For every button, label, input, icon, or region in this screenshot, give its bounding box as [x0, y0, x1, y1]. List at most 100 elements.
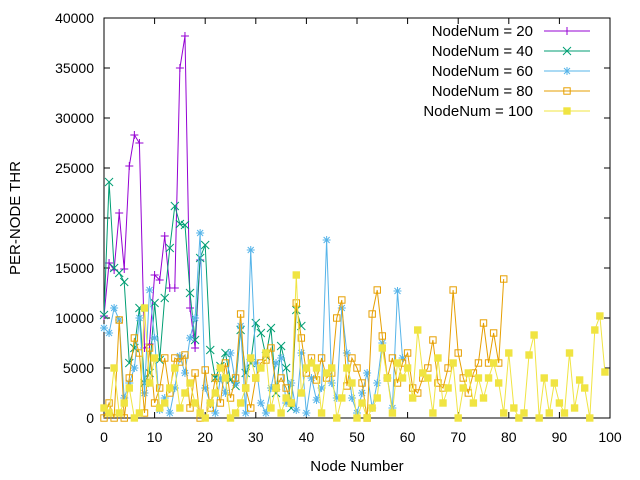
y-tick-label: 15000 [55, 260, 94, 276]
data-point [317, 409, 326, 417]
data-point [150, 271, 159, 279]
data-point [226, 414, 235, 422]
data-point [393, 379, 402, 387]
data-point [281, 363, 291, 373]
legend-label: NodeNum = 40 [432, 43, 533, 60]
data-point [550, 379, 559, 387]
data-point [186, 404, 194, 412]
data-point [479, 319, 488, 327]
data-point [535, 414, 543, 422]
data-point [403, 364, 412, 372]
data-point [378, 332, 387, 340]
data-point [383, 374, 392, 382]
legend-label: NodeNum = 80 [432, 83, 533, 100]
data-point [115, 316, 123, 324]
data-point [125, 162, 134, 170]
data-point [414, 326, 422, 334]
legend-item: NodeNum = 80 [432, 83, 590, 100]
legend-label: NodeNum = 60 [432, 63, 533, 80]
data-point [338, 394, 346, 402]
data-point [459, 384, 467, 392]
data-point [115, 209, 124, 217]
legend-label: NodeNum = 20 [432, 23, 533, 40]
data-point [581, 384, 589, 392]
legend: NodeNum = 20 NodeNum = 40 NodeNum = 60 Node… [423, 23, 590, 120]
data-point [135, 314, 144, 322]
data-point [322, 369, 331, 377]
y-tick-label: 5000 [63, 360, 94, 376]
legend-item: NodeNum = 100 [423, 103, 590, 120]
y-tick-label: 35000 [55, 60, 94, 76]
x-tick-label: 0 [100, 429, 108, 445]
data-point [292, 271, 300, 279]
data-point [150, 399, 159, 407]
data-point [277, 409, 285, 417]
data-point [424, 364, 432, 372]
data-point [105, 409, 113, 417]
data-point [363, 414, 371, 422]
legend-label: NodeNum = 100 [423, 103, 533, 120]
data-point [591, 326, 599, 334]
data-point [312, 396, 321, 404]
data-point [282, 394, 290, 402]
data-point [161, 354, 169, 362]
data-point [276, 341, 286, 351]
data-point [563, 107, 571, 115]
data-point [145, 344, 154, 352]
data-point [368, 310, 376, 318]
y-tick-label: 0 [86, 410, 94, 426]
data-point [343, 364, 351, 372]
data-point [563, 87, 571, 95]
x-tick-label: 60 [400, 429, 416, 445]
data-point [348, 379, 356, 387]
data-point [185, 288, 195, 298]
data-point [145, 286, 154, 294]
data-point [338, 296, 346, 304]
x-tick-label: 40 [299, 429, 315, 445]
y-axis-title: PER-NODE THR [7, 161, 24, 275]
data-point [282, 384, 290, 392]
data-point [135, 139, 144, 147]
data-point [317, 354, 326, 362]
x-tick-label: 20 [197, 429, 213, 445]
data-point [388, 409, 397, 417]
data-point [161, 399, 169, 407]
data-point [322, 236, 331, 244]
data-point [171, 354, 179, 362]
data-point [181, 351, 189, 359]
data-point [328, 364, 336, 372]
data-point [191, 344, 200, 352]
data-point [342, 349, 351, 357]
data-point [434, 354, 442, 362]
data-point [201, 366, 209, 374]
data-point [429, 336, 437, 344]
data-point [191, 399, 199, 407]
data-point [562, 46, 572, 56]
data-point [505, 349, 513, 357]
series-line [103, 181, 302, 409]
data-point [408, 394, 417, 402]
x-axis: 0 10 20 30 40 50 60 70 80 90 100 [100, 18, 622, 445]
legend-item: NodeNum = 60 [432, 63, 590, 80]
data-point [563, 27, 571, 35]
data-point [307, 374, 316, 382]
data-point [252, 374, 260, 382]
data-point [358, 399, 366, 407]
data-point [130, 364, 139, 372]
data-point [241, 409, 250, 417]
data-point [555, 399, 564, 407]
data-point [170, 284, 179, 292]
data-point [110, 414, 118, 422]
data-point [100, 414, 108, 422]
data-point [444, 384, 452, 392]
data-point [191, 314, 200, 322]
data-point [307, 359, 316, 367]
data-point [489, 329, 498, 337]
data-point [565, 349, 574, 357]
data-point [403, 349, 412, 357]
data-point [115, 409, 123, 417]
data-point [119, 277, 129, 287]
data-point [120, 399, 128, 407]
data-point [520, 409, 528, 417]
legend-item: NodeNum = 40 [432, 43, 590, 60]
